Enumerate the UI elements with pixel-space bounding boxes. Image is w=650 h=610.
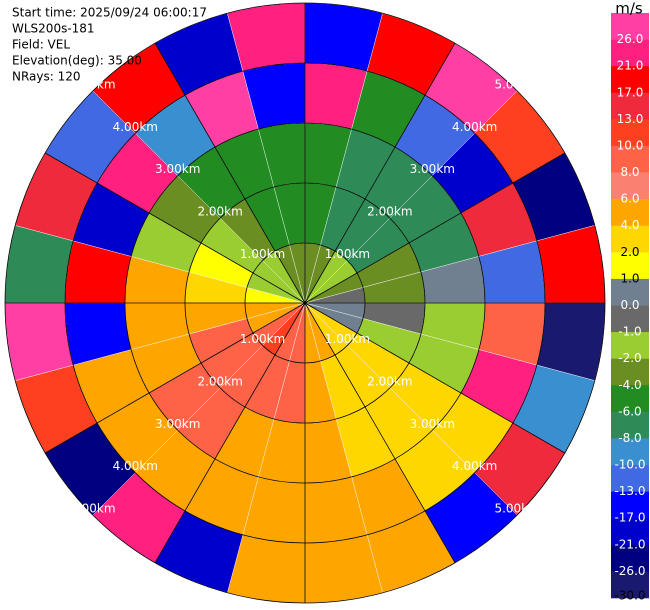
- colorbar-tick-label: -6.0: [618, 404, 641, 418]
- range-ring: [4, 2, 606, 604]
- range-ring: [64, 62, 546, 544]
- spoke: [304, 42, 456, 304]
- colorbar-tick-label: -21.0: [614, 537, 645, 551]
- colorbar-tick-label: -4.0: [618, 378, 641, 392]
- range-label: 1.00km: [240, 247, 285, 261]
- range-label: 5.00km: [494, 77, 539, 91]
- colorbar-tick-label: 8.0: [620, 165, 639, 179]
- spoke: [44, 302, 306, 454]
- colorbar-bin: [611, 465, 649, 492]
- range-label: 3.00km: [155, 417, 200, 431]
- spoke: [154, 42, 306, 304]
- spoke: [304, 152, 566, 304]
- info-line: Elevation(deg): 35.00: [12, 54, 142, 68]
- colorbar-bin: [611, 305, 649, 333]
- range-label: 2.00km: [367, 205, 412, 219]
- range-label: 2.00km: [197, 374, 242, 388]
- velocity-field: [4, 2, 606, 604]
- colorbar-tick-label: -1.0: [618, 325, 641, 339]
- range-label: 2.00km: [367, 374, 412, 388]
- colorbar-bin: [611, 358, 649, 386]
- colorbar-bin: [611, 13, 649, 40]
- colorbar-tick-label: 4.0: [620, 218, 639, 232]
- colorbar-bin: [611, 119, 649, 147]
- range-label: 5.00km: [70, 502, 115, 516]
- colorbar-tick-label: 26.0: [617, 32, 644, 46]
- range-label: 1.00km: [240, 332, 285, 346]
- colorbar-tick-label: 6.0: [620, 192, 639, 206]
- info-block: Start time: 2025/09/24 06:00:17 WLS200s-1…: [12, 6, 207, 84]
- colorbar-tick-label: -8.0: [618, 431, 641, 445]
- range-label: 2.00km: [197, 205, 242, 219]
- colorbar-tick-label: -2.0: [618, 351, 641, 365]
- spoke: [44, 152, 306, 304]
- spoke: [154, 302, 306, 564]
- colorbar-bin: [611, 411, 649, 439]
- range-grid: 1.00km 1.00km 1.00km 1.00km 2.00km 2.00km 2.00…: [4, 2, 606, 604]
- range-label: 3.00km: [155, 162, 200, 176]
- colorbar-tick-label: -30.0: [614, 589, 645, 603]
- colorbar-tick-label: -26.0: [614, 564, 645, 578]
- colorbar-bin: [611, 145, 649, 173]
- colorbar-bin: [611, 518, 649, 546]
- colorbar-bin: [611, 491, 649, 519]
- colorbar-tick-label: -10.0: [614, 458, 645, 472]
- range-ring: [244, 242, 366, 364]
- colorbar-tick-label: 2.0: [620, 245, 639, 259]
- info-line: Field: VEL: [12, 38, 70, 52]
- range-label: 4.00km: [113, 459, 158, 473]
- range-label: 3.00km: [410, 417, 455, 431]
- colorbar-tick-label: 13.0: [617, 112, 644, 126]
- colorbar-tick-label: 10.0: [617, 138, 644, 152]
- colorbar-bin: [611, 278, 649, 306]
- colorbar-unit: m/s: [615, 0, 643, 18]
- colorbar-bin: [611, 438, 649, 466]
- colorbar-tick-label: 0.0: [620, 298, 639, 312]
- colorbar-bin: [611, 385, 649, 413]
- colorbar-bin: [611, 92, 649, 120]
- colorbar: 26.0 21.0 17.0 13.0 10.0 8.0 6.0 4.0 2.0 1.0 0.0 -1…: [611, 13, 649, 603]
- colorbar-bin: [611, 332, 649, 359]
- range-label: 4.00km: [113, 120, 158, 134]
- range-label: 1.00km: [325, 332, 370, 346]
- range-label: 5.00km: [70, 77, 115, 91]
- range-ring: [124, 122, 486, 484]
- spoke: [304, 302, 566, 454]
- colorbar-tick-label: -17.0: [614, 511, 645, 525]
- colorbar-bin: [611, 252, 649, 280]
- colorbar-bin: [611, 39, 649, 67]
- colorbar-tick-label: 1.0: [620, 271, 639, 285]
- range-label: 1.00km: [325, 247, 370, 261]
- range-label: 4.00km: [452, 120, 497, 134]
- colorbar-bin: [611, 66, 649, 94]
- colorbar-tick-label: 21.0: [617, 59, 644, 73]
- colorbar-bin: [611, 225, 649, 253]
- colorbar-bin: [611, 199, 649, 227]
- colorbar-bin: [611, 172, 649, 200]
- info-line: NRays: 120: [12, 70, 81, 84]
- colorbar-bin: [611, 571, 649, 599]
- colorbar-tick-label: 17.0: [617, 85, 644, 99]
- info-line: Start time: 2025/09/24 06:00:17: [12, 6, 207, 20]
- range-ring: [184, 182, 426, 424]
- colorbar-tick-label: -13.0: [614, 484, 645, 498]
- range-label: 4.00km: [452, 459, 497, 473]
- range-label: 3.00km: [410, 162, 455, 176]
- spoke: [304, 302, 456, 564]
- colorbar-bin: [611, 544, 649, 572]
- range-label: 5.00km: [494, 502, 539, 516]
- info-line: WLS200s-181: [12, 22, 95, 36]
